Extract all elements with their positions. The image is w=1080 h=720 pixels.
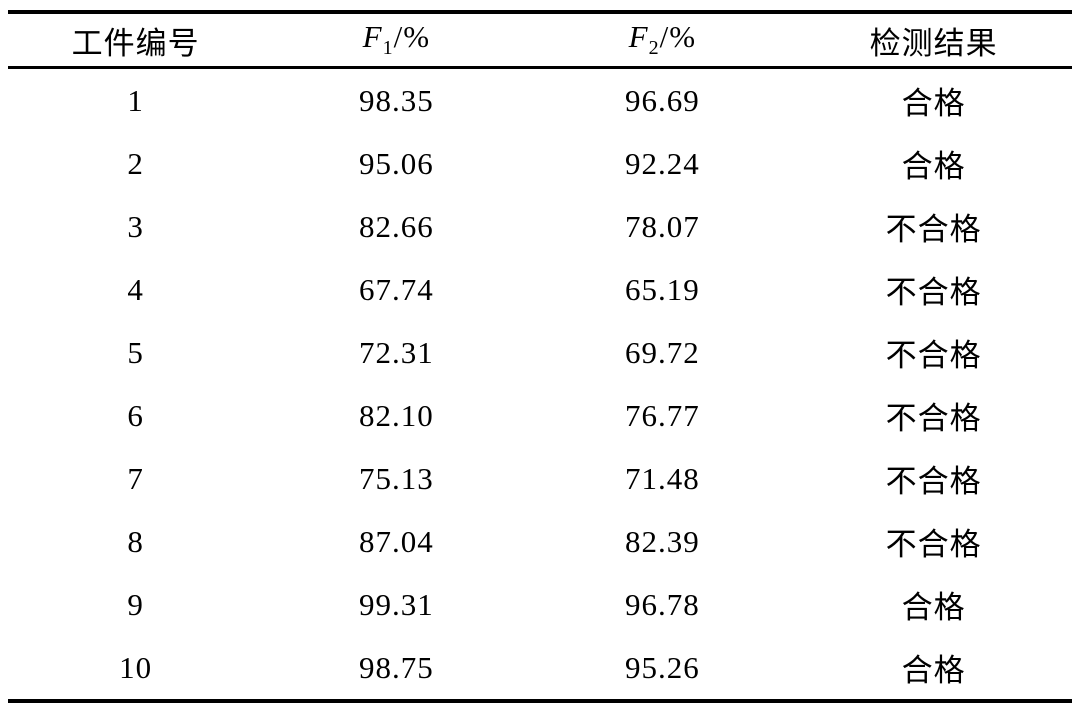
workpiece-id-cell: 7	[127, 460, 144, 496]
header-f1: F1/%	[263, 12, 530, 69]
f2-value-cell: 65.19	[624, 271, 700, 307]
result-cell: 不合格	[885, 212, 982, 247]
table-row: 6 82.10 76.77 不合格	[8, 384, 1072, 447]
workpiece-id-cell: 9	[127, 586, 144, 622]
f2-value-cell: 92.24	[624, 145, 700, 181]
table-row: 7 75.13 71.48 不合格	[8, 447, 1072, 510]
table-row: 1 98.35 96.69 合格	[8, 68, 1072, 133]
f1-value-cell: 98.75	[358, 649, 434, 685]
f2-symbol: F	[628, 19, 649, 55]
result-cell: 合格	[901, 653, 966, 688]
table-body: 1 98.35 96.69 合格 2 95.06 92.24 合格 3 82.66 78.07 不合格…	[8, 68, 1072, 702]
result-cell: 合格	[901, 149, 966, 184]
result-cell: 合格	[901, 590, 966, 625]
f2-value-cell: 71.48	[624, 460, 700, 496]
table-row: 9 99.31 96.78 合格	[8, 573, 1072, 636]
workpiece-id-cell: 1	[127, 82, 144, 118]
f1-value-cell: 82.66	[358, 208, 434, 244]
result-cell: 不合格	[885, 338, 982, 373]
workpiece-id-cell: 10	[119, 649, 153, 685]
f2-value-cell: 95.26	[624, 649, 700, 685]
result-cell: 合格	[901, 86, 966, 121]
table-row: 2 95.06 92.24 合格	[8, 132, 1072, 195]
result-cell: 不合格	[885, 527, 982, 562]
workpiece-id-cell: 6	[127, 397, 144, 433]
table-row: 5 72.31 69.72 不合格	[8, 321, 1072, 384]
f1-value-cell: 75.13	[358, 460, 434, 496]
header-f2: F2/%	[529, 12, 796, 69]
f1-value-cell: 95.06	[358, 145, 434, 181]
result-cell: 不合格	[885, 464, 982, 499]
header-result: 检测结果	[795, 12, 1072, 69]
f1-symbol: F	[362, 19, 383, 55]
f1-value-cell: 67.74	[358, 271, 434, 307]
f2-subscript: 2	[648, 37, 660, 60]
header-row: 工件编号 F1/% F2/% 检测结果	[8, 12, 1072, 69]
table-row: 4 67.74 65.19 不合格	[8, 258, 1072, 321]
workpiece-id-cell: 5	[127, 334, 144, 370]
f2-value-cell: 78.07	[624, 208, 700, 244]
table-row: 10 98.75 95.26 合格	[8, 636, 1072, 701]
f1-value-cell: 87.04	[358, 523, 434, 559]
f1-unit: /%	[393, 19, 431, 55]
f2-value-cell: 69.72	[624, 334, 700, 370]
f1-value-cell: 82.10	[358, 397, 434, 433]
header-workpiece-id: 工件编号	[8, 12, 264, 69]
f2-value-cell: 76.77	[624, 397, 700, 433]
result-cell: 不合格	[885, 275, 982, 310]
f1-value-cell: 98.35	[358, 82, 434, 118]
f2-unit: /%	[659, 19, 697, 55]
f2-value-cell: 96.78	[624, 586, 700, 622]
table-row: 8 87.04 82.39 不合格	[8, 510, 1072, 573]
workpiece-id-cell: 3	[127, 208, 144, 244]
f2-value-cell: 82.39	[624, 523, 700, 559]
result-cell: 不合格	[885, 401, 982, 436]
f1-value-cell: 99.31	[358, 586, 434, 622]
f2-value-cell: 96.69	[624, 82, 700, 118]
f1-subscript: 1	[382, 37, 394, 60]
workpiece-id-cell: 4	[127, 271, 144, 307]
table-row: 3 82.66 78.07 不合格	[8, 195, 1072, 258]
workpiece-id-cell: 8	[127, 523, 144, 559]
f1-value-cell: 72.31	[358, 334, 434, 370]
table-header: 工件编号 F1/% F2/% 检测结果	[8, 12, 1072, 69]
results-table: 工件编号 F1/% F2/% 检测结果 1 98.35 96.69 合格 2 95.06 9…	[8, 10, 1072, 703]
workpiece-id-cell: 2	[127, 145, 144, 181]
